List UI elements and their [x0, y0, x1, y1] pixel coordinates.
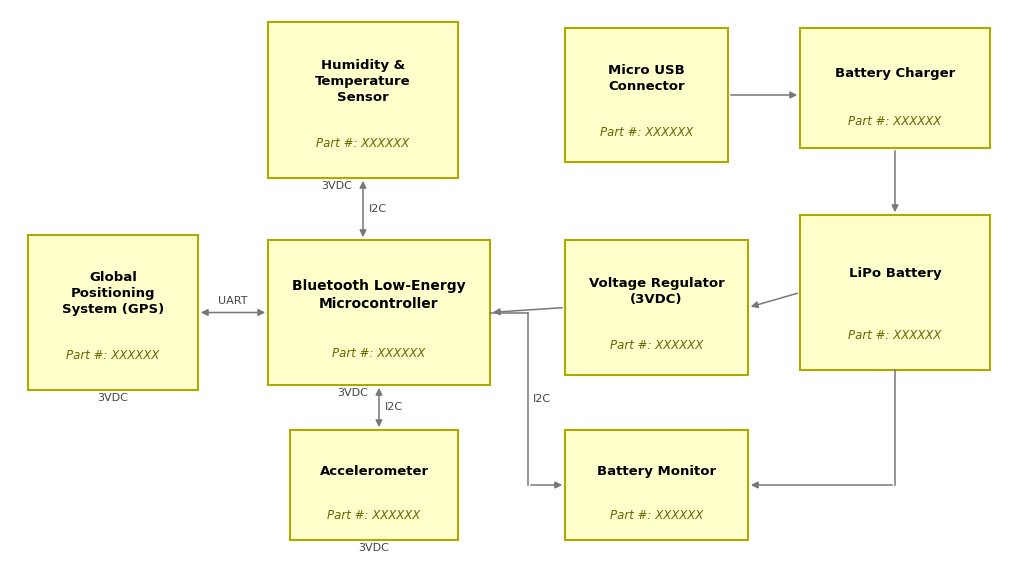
Text: 3VDC: 3VDC — [358, 543, 389, 553]
Bar — [565, 430, 748, 540]
Bar — [268, 240, 490, 385]
Bar — [268, 22, 458, 178]
Text: Voltage Regulator
(3VDC): Voltage Regulator (3VDC) — [589, 277, 724, 306]
Text: I2C: I2C — [369, 204, 387, 214]
Text: LiPo Battery: LiPo Battery — [849, 267, 941, 280]
Bar — [565, 28, 728, 162]
Text: Battery Charger: Battery Charger — [835, 67, 955, 80]
Text: 3VDC: 3VDC — [97, 393, 128, 403]
Text: Battery Monitor: Battery Monitor — [597, 465, 716, 478]
Text: 3VDC: 3VDC — [337, 388, 368, 398]
Text: Part #: XXXXXX: Part #: XXXXXX — [333, 347, 426, 360]
Text: Part #: XXXXXX: Part #: XXXXXX — [610, 339, 703, 352]
Text: Bluetooth Low-Energy
Microcontroller: Bluetooth Low-Energy Microcontroller — [292, 280, 466, 311]
Text: Part #: XXXXXX: Part #: XXXXXX — [848, 115, 942, 128]
Text: Part #: XXXXXX: Part #: XXXXXX — [848, 329, 942, 342]
Text: UART: UART — [218, 296, 248, 306]
Bar — [565, 240, 748, 375]
Text: Part #: XXXXXX: Part #: XXXXXX — [610, 509, 703, 523]
Text: Global
Positioning
System (GPS): Global Positioning System (GPS) — [61, 271, 164, 317]
Text: 3VDC: 3VDC — [321, 181, 352, 191]
Bar — [800, 215, 990, 370]
Text: Part #: XXXXXX: Part #: XXXXXX — [328, 509, 421, 523]
Text: I2C: I2C — [385, 403, 403, 412]
Text: Micro USB
Connector: Micro USB Connector — [608, 64, 685, 93]
Text: I2C: I2C — [534, 394, 551, 404]
Bar — [28, 235, 198, 390]
Text: Part #: XXXXXX: Part #: XXXXXX — [316, 137, 410, 150]
Text: Humidity &
Temperature
Sensor: Humidity & Temperature Sensor — [315, 59, 411, 104]
Text: Part #: XXXXXX: Part #: XXXXXX — [600, 126, 693, 139]
Text: Accelerometer: Accelerometer — [319, 465, 429, 478]
Text: Part #: XXXXXX: Part #: XXXXXX — [67, 349, 160, 362]
Bar — [290, 430, 458, 540]
Bar — [800, 28, 990, 148]
